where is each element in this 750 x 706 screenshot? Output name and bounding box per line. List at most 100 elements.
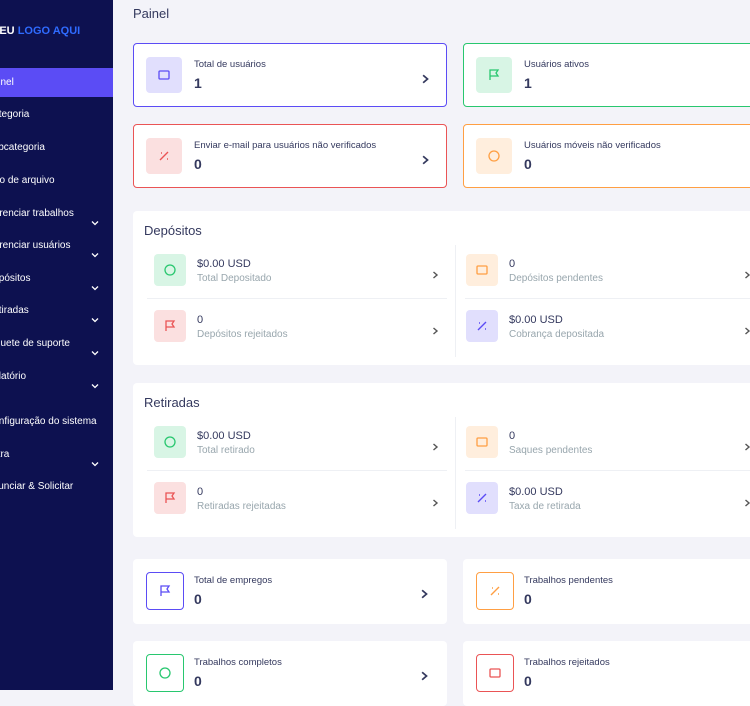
menu-item[interactable]: Relatório [0, 362, 113, 391]
submenu-arrow [91, 210, 99, 226]
icon [476, 138, 512, 174]
card-label: Total de empregos [194, 575, 273, 586]
chevron [419, 586, 429, 599]
icon [477, 655, 513, 691]
divider [465, 470, 750, 471]
menu-item[interactable]: Extra [0, 440, 113, 469]
stat-item[interactable]: $0.00 USD Total Depositado [154, 254, 454, 288]
card-label: Usuários ativos [524, 59, 589, 70]
summary-card[interactable]: Usuários ativos 1 [463, 43, 750, 107]
menu-item[interactable]: Anunciar & Solicitar [0, 472, 113, 501]
job-card[interactable]: Trabalhos rejeitados 0 [463, 641, 750, 706]
stat-item[interactable]: $0.00 USD Total retirado [154, 426, 454, 460]
icon [154, 254, 186, 286]
summary-card[interactable]: Enviar e-mail para usuários não verifica… [133, 124, 447, 188]
stat-value: 0 [197, 486, 204, 498]
menu-item[interactable]: Retiradas [0, 296, 113, 325]
stat-item[interactable]: $0.00 USD Taxa de retirada [466, 482, 750, 516]
card-label: Trabalhos completos [194, 657, 282, 668]
menu-label: Painel [0, 77, 14, 88]
menu-item[interactable]: Gerenciar trabalhos [0, 199, 113, 228]
icon-box [476, 138, 512, 174]
menu-label: Anunciar & Solicitar [0, 481, 74, 492]
icon [146, 57, 182, 93]
stat-label: Total retirado [197, 445, 255, 456]
icon [466, 482, 498, 514]
icon-box [146, 572, 184, 610]
menu-item[interactable]: Configuração do sistema [0, 407, 113, 436]
icon-box [146, 654, 184, 692]
submenu-arrow [91, 373, 99, 389]
chevron [743, 494, 750, 507]
icon [147, 573, 183, 609]
menu-item[interactable]: Tíquete de suporte [0, 329, 113, 358]
menu-item[interactable]: Subcategoria [0, 133, 113, 162]
stat-value: $0.00 USD [509, 314, 563, 326]
stat-value: 0 [509, 430, 516, 442]
card-value: 1 [524, 75, 532, 91]
menu-label: Subcategoria [0, 142, 45, 153]
icon-box [466, 426, 498, 458]
summary-card[interactable]: Total de usuários 1 [133, 43, 447, 107]
icon [146, 138, 182, 174]
icon-bg [154, 254, 186, 286]
chevron [431, 494, 439, 507]
stat-value: $0.00 USD [197, 258, 251, 270]
page-title: Painel [133, 6, 170, 21]
stat-item[interactable]: 0 Depósitos rejeitados [154, 310, 454, 344]
submenu-arrow [91, 275, 99, 291]
icon-box [154, 426, 186, 458]
card-label: Usuários móveis não verificados [524, 140, 661, 151]
stat-item[interactable]: 0 Retiradas rejeitadas [154, 482, 454, 516]
job-card[interactable]: Trabalhos pendentes 0 [463, 559, 750, 624]
chevron [743, 438, 750, 451]
menu-label: Tipo de arquivo [0, 175, 55, 186]
menu-item[interactable]: Depósitos [0, 264, 113, 293]
card-label: Enviar e-mail para usuários não verifica… [194, 140, 377, 151]
icon-box [154, 254, 186, 286]
icon-box [476, 57, 512, 93]
chevron [420, 71, 430, 84]
submenu-arrow [91, 451, 99, 467]
icon [466, 254, 498, 286]
icon-box [154, 482, 186, 514]
divider [147, 470, 447, 471]
icon [466, 310, 498, 342]
job-card[interactable]: Total de empregos 0 [133, 559, 447, 624]
menu-item[interactable]: Tipo de arquivo [0, 166, 113, 195]
menu-item[interactable]: Painel [0, 68, 113, 97]
submenu-arrow [91, 340, 99, 356]
sidebar: SEU LOGO AQUI Painel Categoria Subcategori… [0, 0, 113, 690]
icon-bg [154, 482, 186, 514]
stat-value: 0 [197, 314, 204, 326]
stats-panel: Depósitos $0.00 USD Total Depositado 0 Depós… [133, 211, 750, 365]
submenu-arrow [91, 307, 99, 323]
icon [147, 655, 183, 691]
menu-item[interactable]: Gerenciar usuários [0, 231, 113, 260]
summary-card[interactable]: Usuários móveis não verificados 0 [463, 124, 750, 188]
menu-label: Gerenciar trabalhos [0, 208, 74, 219]
stat-item[interactable]: 0 Depósitos pendentes [466, 254, 750, 288]
icon-box [476, 572, 514, 610]
stat-label: Depósitos rejeitados [197, 329, 288, 340]
menu-label: Extra [0, 449, 10, 460]
icon-bg [146, 57, 182, 93]
card-value: 0 [524, 673, 532, 689]
card-value: 1 [194, 75, 202, 91]
stats-panel: Retiradas $0.00 USD Total retirado 0 Saques … [133, 383, 750, 537]
icon [154, 482, 186, 514]
stat-item[interactable]: $0.00 USD Cobrança depositada [466, 310, 750, 344]
chevron [420, 152, 430, 165]
icon-bg [476, 57, 512, 93]
icon-bg [466, 426, 498, 458]
card-value: 0 [524, 156, 532, 172]
job-card[interactable]: Trabalhos completos 0 [133, 641, 447, 706]
chevron [431, 266, 439, 279]
icon [477, 573, 513, 609]
card-label: Trabalhos pendentes [524, 575, 613, 586]
chevron [743, 322, 750, 335]
stat-item[interactable]: 0 Saques pendentes [466, 426, 750, 460]
divider [455, 417, 456, 529]
stat-label: Taxa de retirada [509, 501, 581, 512]
menu-item[interactable]: Categoria [0, 100, 113, 129]
